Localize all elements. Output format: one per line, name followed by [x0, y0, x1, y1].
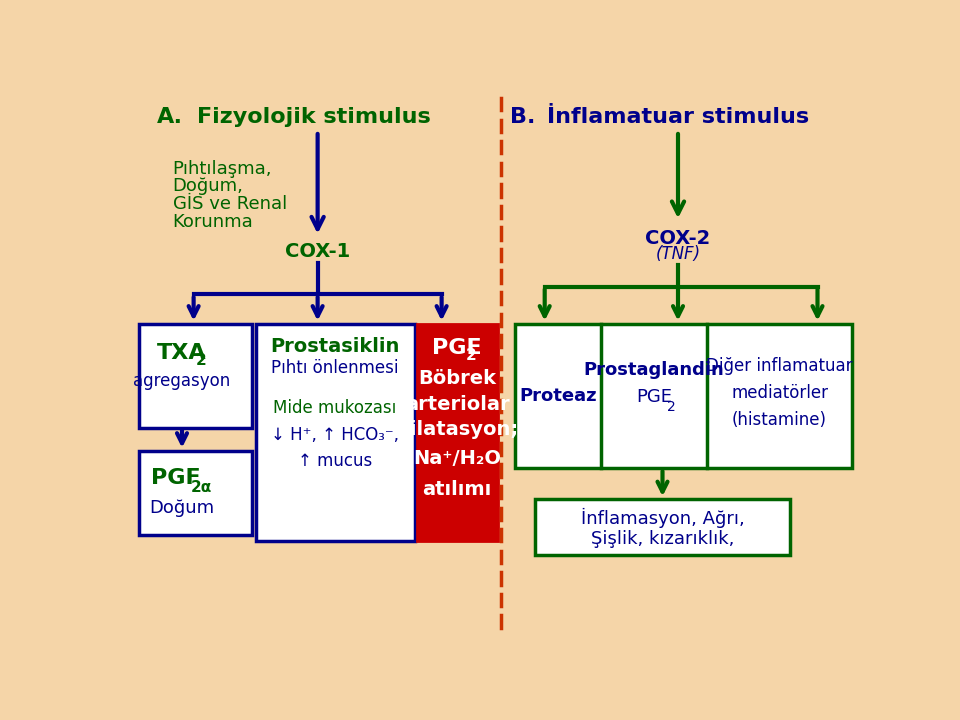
Text: Şişlik, kızarıklık,: Şişlik, kızarıklık,	[590, 530, 734, 548]
Text: COX-2: COX-2	[645, 230, 710, 248]
Text: 2: 2	[466, 348, 476, 364]
Text: PGF: PGF	[151, 467, 201, 487]
Text: Doğum: Doğum	[150, 500, 215, 518]
Text: Korunma: Korunma	[173, 212, 253, 230]
Text: dilatasyon;: dilatasyon;	[396, 420, 518, 439]
FancyBboxPatch shape	[139, 451, 252, 535]
Text: Pıhtı önlenmesi: Pıhtı önlenmesi	[271, 359, 398, 377]
Text: Pıhtılaşma,: Pıhtılaşma,	[173, 160, 273, 178]
Text: agregasyon: agregasyon	[133, 372, 230, 390]
Text: Prostaglandin: Prostaglandin	[584, 361, 725, 379]
Text: 2α: 2α	[191, 480, 212, 495]
Text: Fizyolojik stimulus: Fizyolojik stimulus	[197, 107, 431, 127]
Text: 2: 2	[666, 400, 676, 414]
FancyBboxPatch shape	[535, 499, 790, 554]
Text: atılımı: atılımı	[422, 480, 492, 499]
Text: Böbrek: Böbrek	[419, 369, 496, 389]
Text: İnflamasyon, Ağrı,: İnflamasyon, Ağrı,	[581, 508, 744, 528]
Text: 2: 2	[196, 353, 206, 368]
Text: B.: B.	[511, 107, 536, 127]
Text: ↓ H⁺, ↑ HCO₃⁻,: ↓ H⁺, ↑ HCO₃⁻,	[271, 426, 398, 444]
FancyBboxPatch shape	[417, 323, 498, 541]
Text: PGE: PGE	[636, 387, 672, 405]
Text: PGE: PGE	[432, 338, 482, 358]
Text: ↑ mucus: ↑ mucus	[298, 451, 372, 469]
Text: (TNF): (TNF)	[656, 246, 701, 264]
FancyBboxPatch shape	[139, 323, 252, 428]
Text: Na⁺/H₂O: Na⁺/H₂O	[413, 449, 501, 468]
Text: (histamine): (histamine)	[732, 411, 827, 429]
Text: GİS ve Renal: GİS ve Renal	[173, 195, 287, 213]
Text: COX-1: COX-1	[285, 243, 350, 261]
Text: arteriolar: arteriolar	[405, 395, 510, 414]
Text: Diğer inflamatuar: Diğer inflamatuar	[707, 357, 852, 375]
Text: mediatörler: mediatörler	[731, 384, 828, 402]
Text: Doğum,: Doğum,	[173, 177, 244, 195]
FancyBboxPatch shape	[255, 323, 415, 541]
Text: Prostasiklin: Prostasiklin	[270, 337, 399, 356]
Text: Proteaz: Proteaz	[519, 387, 597, 405]
Text: İnflamatuar stimulus: İnflamatuar stimulus	[547, 107, 809, 127]
FancyBboxPatch shape	[516, 323, 852, 468]
Text: A.: A.	[157, 107, 183, 127]
Text: Mide mukozası: Mide mukozası	[273, 400, 396, 418]
Text: TXA: TXA	[157, 343, 206, 363]
